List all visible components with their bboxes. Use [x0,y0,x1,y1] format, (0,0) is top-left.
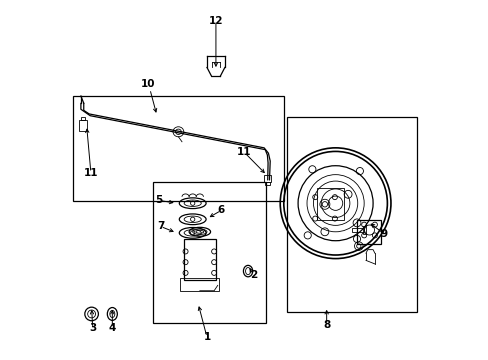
Text: 11: 11 [237,148,251,157]
Bar [81,117,84,120]
Text: 12: 12 [208,16,223,26]
Bar [286,117,416,312]
Bar [263,175,270,182]
Text: 10: 10 [141,78,155,89]
Text: 3: 3 [89,323,96,333]
Bar [363,226,366,234]
Text: 1: 1 [203,332,210,342]
Text: 9: 9 [380,229,386,239]
Bar [73,96,283,202]
Bar [351,228,364,232]
Text: 7: 7 [157,221,164,231]
Text: 8: 8 [323,320,329,330]
Text: 5: 5 [155,195,162,205]
Bar [316,188,343,220]
Bar [183,239,216,280]
Bar [264,182,269,185]
Text: 11: 11 [83,168,98,178]
Bar [180,278,219,291]
Text: 6: 6 [217,205,224,215]
Text: 2: 2 [249,270,257,280]
Bar [153,182,265,323]
Text: 4: 4 [108,323,116,333]
Bar [79,120,87,131]
